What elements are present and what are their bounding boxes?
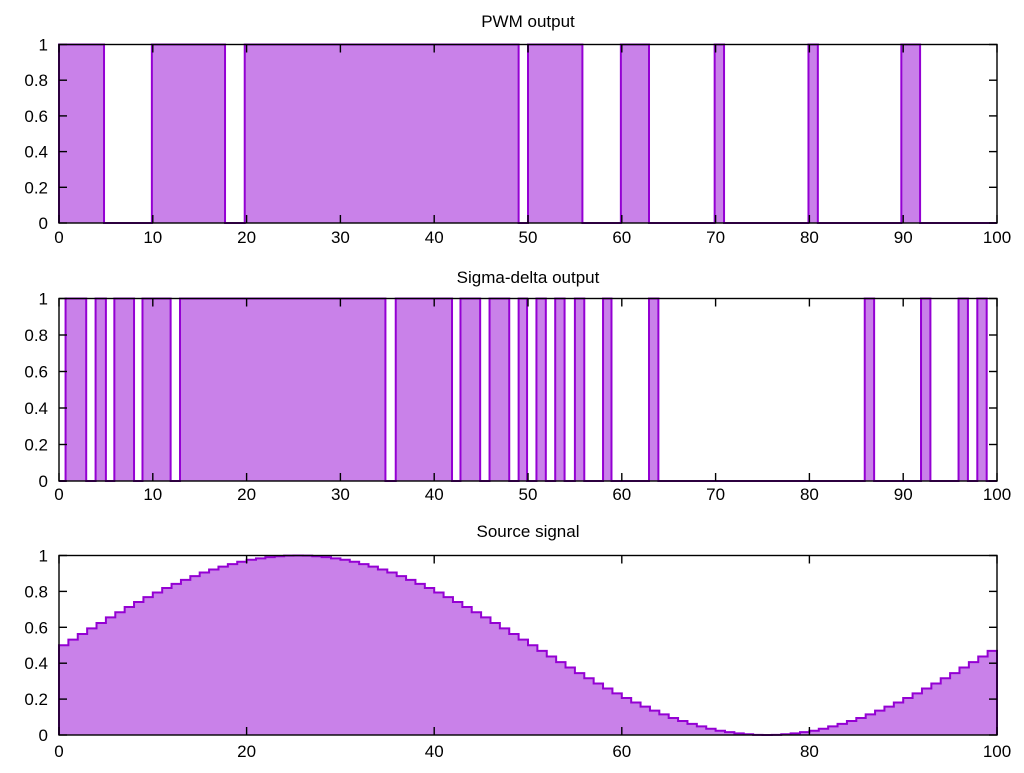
- y-tick-label: 0: [39, 214, 48, 233]
- x-tick-label: 20: [237, 485, 256, 504]
- x-tick-label: 60: [612, 228, 631, 247]
- y-tick-label: 0.4: [24, 399, 48, 418]
- x-tick-label: 80: [800, 228, 819, 247]
- x-tick-label: 90: [894, 228, 913, 247]
- x-tick-label: 10: [143, 485, 162, 504]
- y-tick-label: 0: [39, 726, 48, 745]
- y-tick-label: 0.2: [24, 690, 48, 709]
- x-tick-label: 20: [237, 742, 256, 761]
- y-tick-label: 1: [39, 547, 48, 566]
- x-tick-label: 30: [331, 485, 350, 504]
- x-tick-label: 50: [519, 228, 538, 247]
- x-tick-label: 60: [612, 742, 631, 761]
- y-tick-label: 1: [39, 290, 48, 309]
- x-tick-label: 0: [54, 742, 63, 761]
- y-tick-label: 0.8: [24, 582, 48, 601]
- y-tick-label: 0.6: [24, 107, 48, 126]
- y-tick-label: 0.6: [24, 363, 48, 382]
- plot-border: [58, 554, 998, 736]
- y-tick-label: 0.2: [24, 178, 48, 197]
- chart-title-pwm-output: PWM output: [481, 12, 575, 31]
- y-tick-label: 0.4: [24, 654, 48, 673]
- x-tick-label: 80: [800, 742, 819, 761]
- x-tick-label: 30: [331, 228, 350, 247]
- y-tick-label: 0.8: [24, 326, 48, 345]
- y-tick-label: 1: [39, 36, 48, 55]
- y-tick-label: 0.8: [24, 71, 48, 90]
- x-tick-label: 0: [54, 485, 63, 504]
- chart-title-sigma-delta-output: Sigma-delta output: [457, 268, 600, 287]
- y-tick-label: 0.4: [24, 143, 48, 162]
- x-tick-label: 100: [983, 485, 1011, 504]
- y-tick-label: 0.2: [24, 436, 48, 455]
- x-tick-label: 100: [983, 228, 1011, 247]
- x-tick-label: 50: [519, 485, 538, 504]
- x-tick-label: 70: [706, 485, 725, 504]
- signal-area: [59, 298, 997, 481]
- x-tick-label: 70: [706, 228, 725, 247]
- x-tick-label: 40: [425, 742, 444, 761]
- x-tick-label: 80: [800, 485, 819, 504]
- x-tick-label: 40: [425, 485, 444, 504]
- y-tick-label: 0.6: [24, 618, 48, 637]
- x-tick-label: 40: [425, 228, 444, 247]
- signal-outline: [58, 554, 998, 736]
- x-tick-label: 100: [983, 742, 1011, 761]
- chart-title-source-signal: Source signal: [476, 522, 579, 541]
- x-tick-label: 20: [237, 228, 256, 247]
- x-tick-label: 90: [894, 485, 913, 504]
- y-tick-label: 0: [39, 472, 48, 491]
- x-tick-label: 10: [143, 228, 162, 247]
- x-tick-label: 60: [612, 485, 631, 504]
- x-tick-label: 0: [54, 228, 63, 247]
